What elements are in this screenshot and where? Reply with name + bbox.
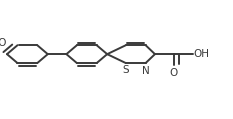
Text: OH: OH — [193, 49, 209, 59]
Text: H₃CO: H₃CO — [0, 38, 7, 48]
Text: S: S — [123, 65, 129, 75]
Text: N: N — [142, 66, 150, 76]
Text: O: O — [169, 68, 178, 78]
